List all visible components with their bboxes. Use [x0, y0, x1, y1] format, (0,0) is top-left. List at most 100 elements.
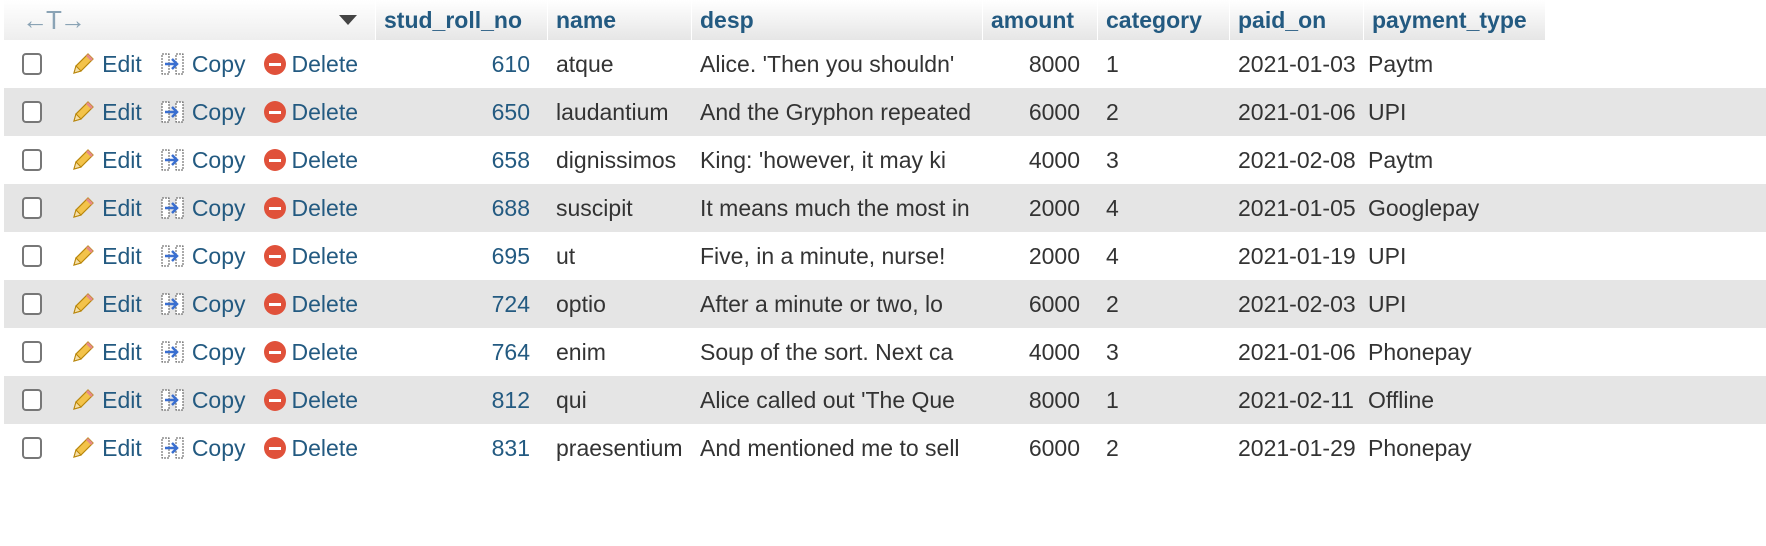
cell-category: 4 [1106, 242, 1119, 269]
edit-label: Edit [102, 50, 142, 77]
edit-link[interactable]: Edit [70, 435, 142, 462]
copy-label: Copy [191, 194, 246, 221]
cell-stud-roll-no[interactable]: 831 [491, 434, 530, 461]
delete-link[interactable]: Delete [263, 435, 358, 462]
delete-icon [263, 245, 286, 267]
copy-link[interactable]: Copy [160, 435, 246, 462]
cell-category: 2 [1106, 434, 1119, 461]
delete-icon [263, 101, 286, 123]
delete-link[interactable]: Delete [263, 51, 358, 78]
cell-stud-roll-no[interactable]: 658 [491, 146, 530, 173]
cell-name: dignissimos [556, 146, 677, 173]
copy-link[interactable]: Copy [160, 339, 246, 366]
edit-link[interactable]: Edit [70, 147, 142, 174]
cell-amount: 4000 [1028, 338, 1080, 365]
pencil-icon [70, 147, 96, 173]
results-table: ←T→ stud_roll_no name desp amount catego… [4, 0, 1766, 472]
cell-name: enim [556, 338, 606, 365]
delete-icon [263, 53, 286, 75]
cell-amount: 2000 [1028, 194, 1080, 221]
copy-link[interactable]: Copy [160, 99, 246, 126]
row-actions: Edit Copy Delete [4, 387, 376, 414]
column-options-header[interactable]: ←T→ [4, 0, 376, 40]
copy-icon [160, 147, 186, 173]
header-stud-roll-no[interactable]: stud_roll_no [376, 0, 548, 40]
cell-payment-type: UPI [1368, 242, 1407, 269]
cell-paid-on: 2021-01-03 [1238, 50, 1356, 77]
row-checkbox[interactable] [22, 101, 43, 123]
sort-desc-icon[interactable] [339, 15, 357, 25]
edit-link[interactable]: Edit [70, 99, 142, 126]
cell-category: 4 [1106, 194, 1119, 221]
copy-label: Copy [191, 290, 246, 317]
copy-link[interactable]: Copy [160, 147, 246, 174]
copy-icon [160, 435, 186, 461]
cell-desp: And mentioned me to sell [700, 434, 960, 461]
row-checkbox[interactable] [22, 293, 43, 315]
copy-link[interactable]: Copy [160, 291, 246, 318]
copy-icon [160, 387, 186, 413]
edit-label: Edit [102, 98, 142, 125]
row-checkbox[interactable] [22, 197, 43, 219]
copy-icon [160, 339, 186, 365]
cell-desp: And the Gryphon repeated [700, 98, 972, 125]
header-desp[interactable]: desp [692, 0, 983, 40]
cell-category: 3 [1106, 338, 1119, 365]
cell-paid-on: 2021-02-08 [1238, 146, 1356, 173]
cell-desp: Alice called out 'The Que [700, 386, 955, 413]
pencil-icon [70, 435, 96, 461]
row-actions: Edit Copy Delete [4, 339, 376, 366]
delete-link[interactable]: Delete [263, 194, 358, 222]
pencil-icon [70, 291, 96, 317]
cell-payment-type: UPI [1368, 290, 1407, 317]
copy-icon [160, 51, 186, 77]
table-row: Edit Copy Delete 610 atque Alice. 'Then … [4, 40, 1766, 88]
delete-link[interactable]: Delete [263, 339, 358, 366]
copy-link[interactable]: Copy [160, 243, 246, 270]
edit-link[interactable]: Edit [70, 51, 142, 78]
delete-link[interactable]: Delete [263, 386, 358, 414]
delete-link[interactable]: Delete [263, 99, 358, 126]
delete-label: Delete [291, 194, 358, 221]
edit-link[interactable]: Edit [70, 195, 142, 222]
row-checkbox[interactable] [22, 245, 43, 267]
header-paid-on[interactable]: paid_on [1230, 0, 1364, 40]
cell-paid-on: 2021-02-03 [1238, 290, 1356, 317]
header-name[interactable]: name [548, 0, 692, 40]
copy-link[interactable]: Copy [160, 51, 246, 78]
delete-icon [263, 389, 286, 411]
row-checkbox[interactable] [22, 341, 43, 363]
delete-link[interactable]: Delete [263, 243, 358, 270]
header-category[interactable]: category [1098, 0, 1230, 40]
cell-amount: 6000 [1028, 98, 1080, 125]
cell-stud-roll-no[interactable]: 688 [491, 194, 530, 221]
column-arrows-icon[interactable]: ←T→ [22, 4, 86, 35]
row-checkbox[interactable] [22, 53, 43, 75]
cell-desp: Alice. 'Then you shouldn' [700, 50, 955, 77]
cell-category: 1 [1106, 50, 1119, 77]
row-checkbox[interactable] [22, 389, 43, 411]
cell-stud-roll-no[interactable]: 650 [491, 98, 530, 125]
delete-link[interactable]: Delete [263, 147, 358, 174]
table-body: Edit Copy Delete 610 atque Alice. 'Then … [4, 40, 1766, 472]
copy-link[interactable]: Copy [160, 387, 246, 414]
row-checkbox[interactable] [22, 149, 43, 171]
cell-stud-roll-no[interactable]: 610 [491, 50, 530, 77]
row-checkbox[interactable] [22, 437, 43, 459]
row-actions: Edit Copy Delete [4, 243, 376, 270]
edit-link[interactable]: Edit [70, 291, 142, 318]
edit-link[interactable]: Edit [70, 387, 142, 414]
header-payment-type[interactable]: payment_type [1364, 0, 1546, 40]
table-header: ←T→ stud_roll_no name desp amount catego… [4, 0, 1766, 40]
header-amount[interactable]: amount [983, 0, 1098, 40]
edit-link[interactable]: Edit [70, 243, 142, 270]
delete-link[interactable]: Delete [263, 291, 358, 318]
cell-stud-roll-no[interactable]: 812 [491, 386, 530, 413]
delete-label: Delete [291, 386, 358, 413]
cell-stud-roll-no[interactable]: 764 [491, 338, 530, 365]
edit-link[interactable]: Edit [70, 339, 142, 366]
copy-link[interactable]: Copy [160, 195, 246, 222]
cell-stud-roll-no[interactable]: 724 [491, 290, 530, 317]
cell-stud-roll-no[interactable]: 695 [491, 242, 530, 269]
cell-desp: It means much the most in [700, 194, 970, 221]
